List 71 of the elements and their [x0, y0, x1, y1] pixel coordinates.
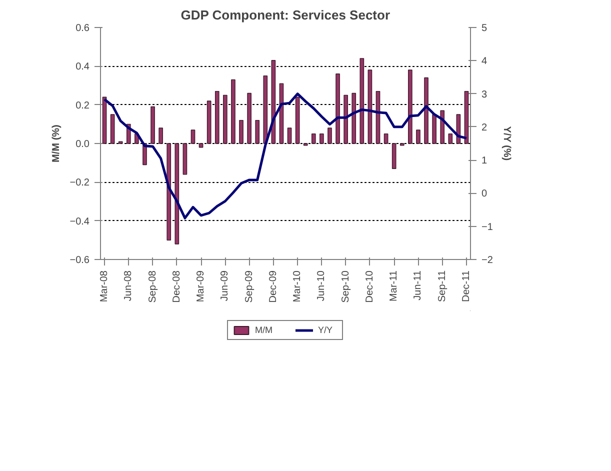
- x-tick-label: Sep-10: [340, 270, 352, 303]
- bar: [320, 133, 324, 144]
- x-tick-label: Sep-08: [147, 270, 158, 303]
- x-tick-label: Dec-08: [171, 270, 182, 303]
- bar: [206, 100, 212, 144]
- y-tick-label: 0.0: [76, 139, 90, 150]
- x-tick-label: Jun-08: [123, 270, 134, 302]
- bar: [239, 120, 244, 144]
- x-tick-label: Dec-10: [364, 270, 376, 303]
- x-tick-label: Jun-09: [220, 270, 231, 302]
- bar: [255, 120, 260, 144]
- y2-axis-title: Y/Y (%): [500, 126, 512, 161]
- legend-label: Y/Y: [318, 325, 334, 335]
- bar: [198, 143, 204, 148]
- y-tick-label: 0.2: [76, 100, 90, 112]
- bar: [247, 92, 252, 144]
- x-tick-label: Mar-09: [196, 270, 207, 302]
- x-tick-label: Mar-08: [99, 270, 110, 302]
- y2-tick-label: 5: [482, 23, 488, 34]
- bar: [287, 128, 292, 144]
- bar: [328, 128, 332, 144]
- y-tick-label: −0.6: [70, 255, 90, 266]
- bar: [416, 130, 420, 144]
- bar: [432, 114, 436, 144]
- x-tick-label: Sep-09: [244, 270, 255, 303]
- y-tick-label: 0.6: [76, 23, 90, 34]
- bar: [392, 143, 396, 169]
- bar: [214, 90, 220, 144]
- bar: [158, 128, 163, 144]
- x-tick-label: Mar-11: [388, 270, 400, 302]
- bar: [150, 106, 155, 144]
- y2-tick-label: 2: [482, 122, 488, 134]
- bar: [190, 130, 196, 144]
- line-series: [103, 92, 468, 220]
- bar: [352, 92, 356, 144]
- bar: [408, 70, 412, 144]
- y-tick-label: 0.4: [76, 62, 90, 73]
- y2-tick-label: 0: [482, 188, 488, 200]
- bar: [448, 133, 453, 144]
- bar: [360, 58, 364, 144]
- x-tick-label: Mar-10: [292, 270, 304, 302]
- bar: [295, 96, 300, 144]
- y2-tick-label: 3: [482, 89, 488, 100]
- bar: [464, 90, 469, 144]
- y2-tick-label: 1: [482, 156, 488, 167]
- y2-tick-label: −2: [482, 255, 494, 266]
- bar: [110, 114, 115, 144]
- chart-title: GDP Component: Services Sector: [180, 8, 390, 22]
- y2-tick-label: 4: [482, 56, 488, 68]
- bar: [182, 143, 188, 175]
- bar: [344, 94, 348, 144]
- bar: [223, 94, 228, 144]
- bar: [440, 110, 445, 144]
- x-tick-label: Jun-11: [412, 270, 424, 300]
- x-tick-label: Dec-11: [460, 270, 472, 302]
- y2-tick-label: −1: [482, 222, 494, 233]
- bar: [384, 133, 388, 144]
- x-tick-label: Sep-11: [436, 270, 448, 302]
- y-tick-label: −0.4: [70, 216, 90, 228]
- bar: [231, 79, 236, 144]
- y-axis-title: M/M (%): [50, 124, 62, 162]
- x-tick-label: Dec-09: [268, 270, 279, 303]
- bar: [424, 77, 428, 144]
- bar: [311, 133, 316, 144]
- bar: [368, 70, 372, 144]
- x-tick-label: Jun-10: [316, 270, 328, 302]
- bar: [166, 143, 172, 241]
- bar: [263, 75, 268, 144]
- y-tick-label: −0.2: [70, 178, 90, 189]
- legend-label: M/M: [255, 325, 274, 335]
- bar: [336, 74, 340, 144]
